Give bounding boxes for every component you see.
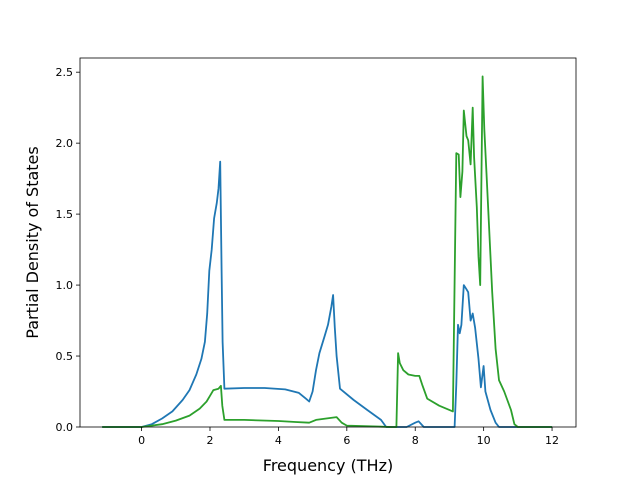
series-layer	[102, 75, 553, 428]
y-axis-label: Partial Density of States	[23, 146, 42, 338]
x-tick-label: 2	[206, 434, 213, 447]
x-tick-label: 4	[275, 434, 282, 447]
x-tick-label: 12	[545, 434, 559, 447]
y-axis-ticks: 0.0 0.5 1.0 1.5 2.0 2.5	[56, 66, 80, 434]
x-tick-label: 10	[477, 434, 491, 447]
x-tick-label: 6	[343, 434, 350, 447]
series-line-2	[102, 75, 553, 428]
series-line-1	[102, 160, 553, 428]
plot-frame	[79, 57, 577, 428]
y-tick-label: 1.0	[56, 279, 74, 292]
y-tick-label: 2.5	[56, 66, 74, 79]
x-tick-label: 0	[138, 434, 145, 447]
x-axis-label: Frequency (THz)	[263, 456, 393, 475]
x-tick-label: 8	[412, 434, 419, 447]
x-axis-ticks: 0 2 4 6 8 10 12	[138, 427, 559, 447]
y-tick-label: 0.5	[56, 350, 74, 363]
y-tick-label: 1.5	[56, 208, 74, 221]
y-tick-label: 0.0	[56, 421, 74, 434]
y-tick-label: 2.0	[56, 137, 74, 150]
